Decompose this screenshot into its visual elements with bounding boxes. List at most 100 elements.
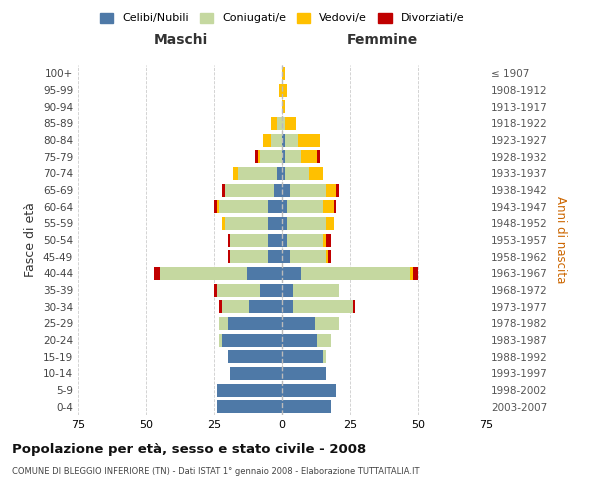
Bar [220, 334, 222, 346]
Bar [287, 200, 323, 213]
Bar [337, 184, 339, 196]
Text: COMUNE DI BLEGGIO INFERIORE (TN) - Dati ISTAT 1° gennaio 2008 - Elaborazione TUT: COMUNE DI BLEGGIO INFERIORE (TN) - Dati … [12, 468, 419, 476]
Bar [287, 234, 323, 246]
Bar [353, 300, 355, 313]
Bar [160, 267, 247, 280]
Bar [277, 167, 282, 180]
Bar [220, 200, 268, 213]
Bar [230, 367, 282, 380]
Bar [282, 384, 337, 396]
Bar [222, 334, 282, 346]
Bar [282, 317, 314, 330]
Bar [233, 167, 238, 180]
Bar [282, 334, 317, 346]
Legend: Celibi/Nubili, Coniugati/e, Vedovi/e, Divorziati/e: Celibi/Nubili, Coniugati/e, Vedovi/e, Di… [97, 10, 467, 26]
Bar [282, 200, 287, 213]
Bar [214, 284, 217, 296]
Bar [301, 150, 317, 163]
Bar [274, 184, 282, 196]
Bar [282, 84, 287, 96]
Bar [260, 150, 282, 163]
Bar [230, 250, 268, 263]
Bar [263, 134, 271, 146]
Bar [220, 300, 222, 313]
Bar [282, 67, 285, 80]
Bar [287, 217, 326, 230]
Bar [282, 350, 323, 363]
Bar [282, 250, 290, 263]
Bar [282, 300, 293, 313]
Bar [326, 250, 328, 263]
Bar [214, 200, 217, 213]
Bar [314, 317, 339, 330]
Bar [282, 367, 326, 380]
Bar [227, 250, 230, 263]
Bar [271, 117, 277, 130]
Text: Maschi: Maschi [154, 32, 208, 46]
Bar [323, 200, 334, 213]
Y-axis label: Anni di nascita: Anni di nascita [554, 196, 567, 284]
Bar [298, 134, 320, 146]
Bar [222, 300, 250, 313]
Bar [285, 167, 309, 180]
Bar [282, 134, 285, 146]
Bar [260, 284, 282, 296]
Bar [282, 217, 287, 230]
Bar [282, 284, 293, 296]
Bar [217, 200, 220, 213]
Bar [268, 200, 282, 213]
Bar [282, 400, 331, 413]
Bar [238, 167, 277, 180]
Bar [323, 234, 326, 246]
Bar [217, 284, 260, 296]
Bar [225, 217, 268, 230]
Bar [220, 317, 227, 330]
Bar [290, 250, 326, 263]
Bar [268, 217, 282, 230]
Bar [334, 200, 337, 213]
Text: Femmine: Femmine [347, 32, 418, 46]
Bar [271, 134, 282, 146]
Bar [309, 167, 323, 180]
Bar [317, 334, 331, 346]
Bar [227, 350, 282, 363]
Bar [217, 400, 282, 413]
Bar [227, 317, 282, 330]
Y-axis label: Fasce di età: Fasce di età [25, 202, 37, 278]
Bar [293, 300, 353, 313]
Bar [285, 117, 296, 130]
Bar [227, 234, 230, 246]
Bar [323, 350, 326, 363]
Bar [268, 234, 282, 246]
Bar [290, 184, 326, 196]
Bar [247, 267, 282, 280]
Bar [326, 217, 334, 230]
Bar [328, 250, 331, 263]
Bar [154, 267, 160, 280]
Bar [326, 234, 331, 246]
Bar [282, 167, 285, 180]
Bar [279, 84, 282, 96]
Bar [255, 150, 257, 163]
Bar [317, 150, 320, 163]
Bar [282, 267, 301, 280]
Bar [413, 267, 418, 280]
Bar [326, 184, 337, 196]
Bar [285, 134, 298, 146]
Bar [282, 100, 285, 113]
Bar [410, 267, 413, 280]
Bar [285, 150, 301, 163]
Bar [257, 150, 260, 163]
Bar [268, 250, 282, 263]
Bar [222, 217, 225, 230]
Bar [282, 184, 290, 196]
Bar [230, 234, 268, 246]
Bar [282, 234, 287, 246]
Text: Popolazione per età, sesso e stato civile - 2008: Popolazione per età, sesso e stato civil… [12, 442, 366, 456]
Bar [293, 284, 339, 296]
Bar [277, 117, 282, 130]
Bar [217, 384, 282, 396]
Bar [301, 267, 410, 280]
Bar [282, 117, 285, 130]
Bar [225, 184, 274, 196]
